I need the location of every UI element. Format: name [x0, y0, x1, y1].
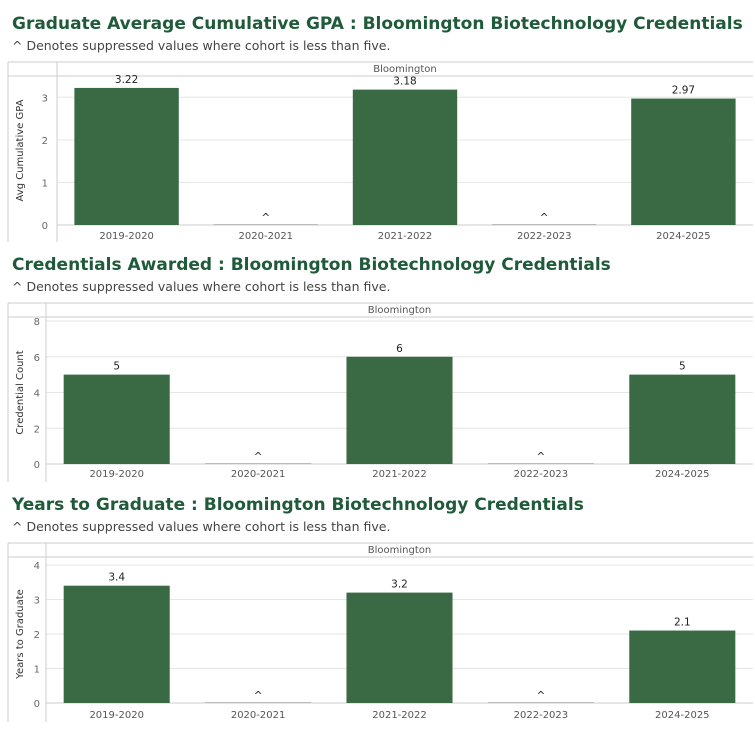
data-label: ^: [261, 212, 270, 224]
x-tick-label: 2022-2023: [514, 469, 569, 480]
y-tick-label: 3: [34, 596, 40, 607]
data-label: 6: [396, 343, 403, 355]
facet-label: Bloomington: [373, 64, 436, 75]
bar[interactable]: [63, 374, 170, 464]
data-label: 5: [113, 361, 120, 373]
y-axis-label: Credential Count: [15, 350, 26, 434]
data-label: ^: [536, 690, 545, 702]
data-label: ^: [536, 451, 545, 463]
data-label: 3.22: [115, 74, 138, 86]
x-tick-label: 2019-2020: [99, 231, 154, 242]
x-tick-label: 2022-2023: [514, 710, 569, 721]
data-label: 3.2: [391, 579, 408, 591]
facet-label: Bloomington: [368, 545, 431, 556]
credentials-bar-chart: Bloomington 0 2 4 6 8 Credential Count 5 2019-20…: [7, 302, 753, 482]
chart-title: Credentials Awarded : Bloomington Biotec…: [12, 255, 611, 275]
y-tick-label: 2: [34, 630, 40, 641]
y-tick-label: 0: [34, 699, 40, 710]
chart-title: Years to Graduate : Bloomington Biotechn…: [12, 495, 584, 515]
chart-title: Graduate Average Cumulative GPA : Bloomi…: [12, 14, 743, 34]
y-tick-label: 2: [42, 136, 48, 147]
x-tick-label: 2021-2022: [378, 231, 433, 242]
chart-subtitle: ^ Denotes suppressed values where cohort…: [12, 519, 391, 534]
data-label: 2.97: [672, 85, 695, 97]
gpa-chart-panel: Graduate Average Cumulative GPA : Bloomi…: [0, 14, 755, 244]
bar[interactable]: [352, 89, 458, 225]
years-bar-chart: Bloomington 0 1 2 3 4 Years to Graduate 3.4 2019…: [7, 542, 753, 722]
data-label: 5: [679, 361, 686, 373]
x-tick-label: 2020-2021: [231, 469, 286, 480]
data-label: ^: [254, 690, 263, 702]
y-tick-label: 4: [34, 561, 40, 572]
x-tick-label: 2024-2025: [655, 469, 710, 480]
y-axis-label: Avg Cumulative GPA: [15, 99, 26, 201]
bar[interactable]: [74, 87, 179, 225]
bar[interactable]: [629, 374, 736, 464]
y-axis-label: Years to Graduate: [15, 589, 26, 680]
credentials-chart-panel: Credentials Awarded : Bloomington Biotec…: [0, 255, 755, 485]
y-tick-label: 2: [34, 424, 40, 435]
y-tick-label: 0: [42, 221, 48, 232]
bar[interactable]: [346, 592, 453, 703]
years-chart-panel: Years to Graduate : Bloomington Biotechn…: [0, 495, 755, 727]
facet-label: Bloomington: [368, 305, 431, 316]
gpa-bar-chart: Bloomington 0 1 2 3 Avg Cumulative GPA 3.22 201…: [7, 61, 753, 242]
data-label: 2.1: [674, 617, 691, 629]
data-label: ^: [540, 212, 549, 224]
bar[interactable]: [631, 98, 736, 225]
x-tick-label: 2019-2020: [89, 469, 144, 480]
x-tick-label: 2019-2020: [89, 710, 144, 721]
bar[interactable]: [346, 356, 453, 464]
y-tick-label: 0: [34, 460, 40, 471]
data-label: 3.4: [108, 572, 125, 584]
y-tick-label: 1: [42, 178, 48, 189]
x-tick-label: 2021-2022: [372, 469, 427, 480]
y-tick-label: 4: [34, 389, 40, 400]
x-tick-label: 2024-2025: [655, 710, 710, 721]
bar[interactable]: [629, 630, 736, 703]
data-label: 3.18: [393, 76, 416, 88]
chart-subtitle: ^ Denotes suppressed values where cohort…: [12, 279, 391, 294]
x-tick-label: 2020-2021: [231, 710, 286, 721]
data-label: ^: [254, 451, 263, 463]
chart-subtitle: ^ Denotes suppressed values where cohort…: [12, 38, 391, 53]
x-tick-label: 2020-2021: [239, 231, 294, 242]
y-tick-label: 1: [34, 665, 40, 676]
y-tick-label: 6: [34, 353, 40, 364]
x-tick-label: 2024-2025: [656, 231, 711, 242]
y-tick-label: 8: [34, 317, 40, 328]
x-tick-label: 2021-2022: [372, 710, 427, 721]
y-tick-label: 3: [42, 93, 48, 104]
x-tick-label: 2022-2023: [517, 231, 572, 242]
bar[interactable]: [63, 585, 170, 703]
